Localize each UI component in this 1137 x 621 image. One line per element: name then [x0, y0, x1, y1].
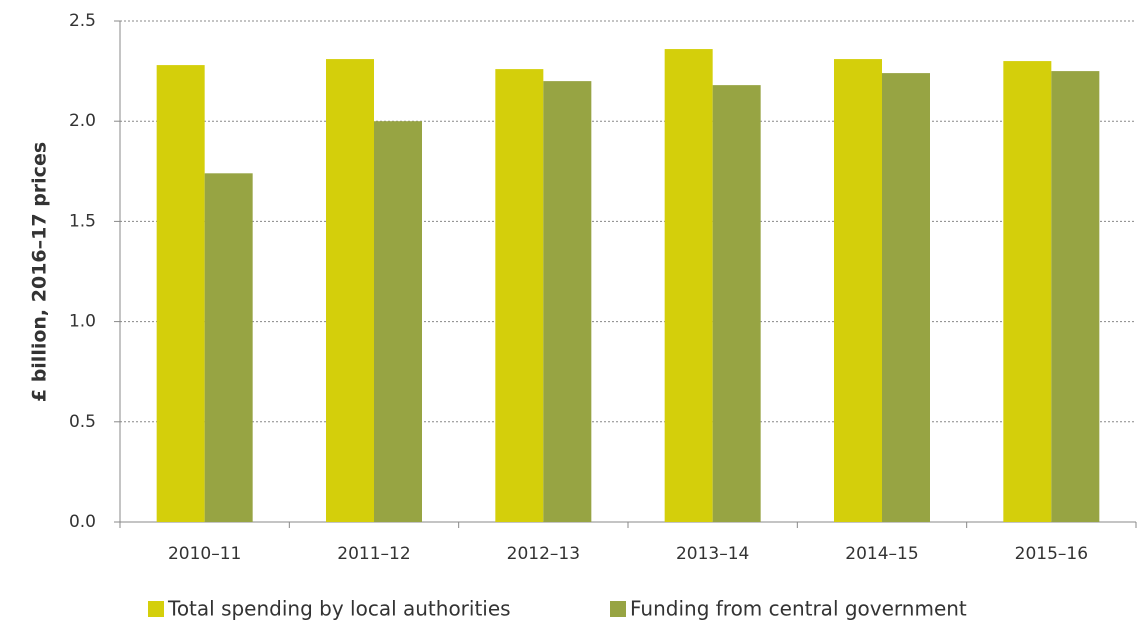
y-tick-label: 0.0	[69, 512, 96, 532]
x-tick-label: 2014–15	[845, 544, 918, 564]
y-axis-label: £ billion, 2016–17 prices	[29, 142, 51, 402]
legend-swatch	[148, 601, 164, 617]
x-tick-label: 2013–14	[676, 544, 749, 564]
bar	[543, 81, 592, 523]
legend-label: Funding from central government	[630, 597, 967, 621]
y-tick-label: 2.5	[69, 11, 96, 31]
y-tick-label: 1.0	[69, 312, 96, 332]
x-tick-label: 2015–16	[1015, 544, 1088, 564]
bar	[1051, 71, 1100, 522]
legend-label: Total spending by local authorities	[167, 597, 511, 621]
bar	[374, 121, 422, 522]
bar	[882, 73, 930, 522]
x-tick-label: 2012–13	[507, 544, 580, 564]
legend-swatch	[610, 601, 626, 617]
bar	[664, 49, 713, 522]
y-tick-label: 1.5	[69, 211, 96, 231]
bar	[204, 173, 253, 522]
bar	[156, 65, 205, 522]
bar	[712, 85, 761, 523]
x-tick-label: 2010–11	[168, 544, 241, 564]
bar	[834, 59, 882, 523]
x-tick-label: 2011–12	[337, 544, 410, 564]
y-tick-label: 0.5	[69, 412, 96, 432]
bar	[495, 69, 544, 522]
bar	[326, 59, 374, 523]
bar	[1003, 61, 1052, 522]
y-tick-label: 2.0	[69, 111, 96, 131]
